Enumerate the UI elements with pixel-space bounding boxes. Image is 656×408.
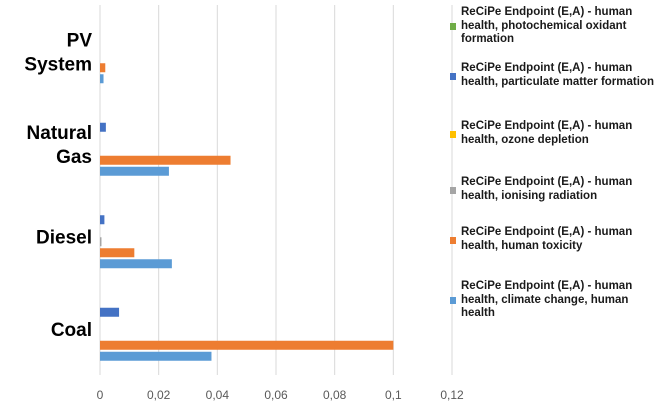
legend-item: ReCiPe Endpoint (E,A) - human health, ph…	[450, 6, 655, 47]
bar	[100, 351, 212, 361]
x-tick-label: 0,02	[147, 388, 171, 402]
legend-swatch	[450, 187, 456, 194]
bar	[100, 215, 105, 225]
legend-item: ReCiPe Endpoint (E,A) - human health, pa…	[450, 62, 655, 89]
bar	[100, 74, 104, 84]
category-labels: PV System Natural Gas Diesel Coal	[24, 30, 92, 341]
legend-item: ReCiPe Endpoint (E,A) - human health, oz…	[450, 120, 655, 147]
x-tick-label: 0,06	[264, 388, 288, 402]
legend-swatch	[450, 23, 456, 30]
legend-label: ReCiPe Endpoint (E,A) - human health, hu…	[461, 226, 633, 252]
bar	[100, 259, 172, 269]
category-label: Diesel	[36, 227, 92, 248]
x-tick-label: 0,1	[385, 388, 402, 402]
bar	[100, 237, 102, 247]
legend-label: ReCiPe Endpoint (E,A) - human health, ph…	[461, 6, 633, 45]
bar	[100, 155, 231, 165]
x-tick-label: 0,04	[206, 388, 230, 402]
category-label: Coal	[51, 320, 92, 341]
x-tick-label: 0,12	[440, 388, 464, 402]
legend-swatch	[450, 73, 456, 80]
x-axis-ticks: 0 0,02 0,04 0,06 0,08 0,1 0,12	[97, 388, 464, 402]
x-tick-label: 0,08	[323, 388, 347, 402]
bar	[100, 166, 169, 176]
legend-swatch	[450, 237, 456, 244]
legend-item: ReCiPe Endpoint (E,A) - human health, hu…	[450, 226, 655, 253]
bar	[100, 307, 120, 317]
bar	[100, 248, 135, 258]
legend-label: ReCiPe Endpoint (E,A) - human health, io…	[461, 176, 633, 202]
legend-label: ReCiPe Endpoint (E,A) - human health, oz…	[461, 120, 633, 146]
legend-swatch	[450, 297, 456, 304]
legend-item: ReCiPe Endpoint (E,A) - human health, io…	[450, 176, 655, 203]
legend-swatch	[450, 131, 456, 138]
x-tick-label: 0	[97, 388, 104, 402]
legend-label: ReCiPe Endpoint (E,A) - human health, cl…	[461, 280, 633, 319]
legend-label: ReCiPe Endpoint (E,A) - human health, pa…	[461, 62, 654, 88]
bars	[100, 63, 394, 361]
category-label: Natural Gas	[27, 123, 92, 168]
bar	[100, 340, 394, 350]
bar	[100, 122, 106, 132]
bar	[100, 63, 106, 73]
category-label: PV System	[24, 30, 92, 75]
grid-lines	[99, 5, 453, 375]
legend-item: ReCiPe Endpoint (E,A) - human health, cl…	[450, 280, 655, 321]
